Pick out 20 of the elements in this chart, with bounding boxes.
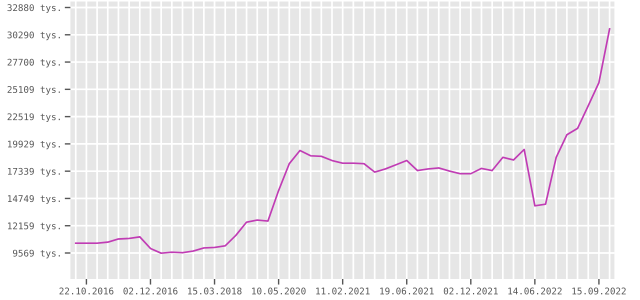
y-tick-label: 12159 tys.: [8, 222, 60, 232]
x-tick-label: 19.06.2021: [380, 288, 434, 294]
x-tick-label: 11.02.2021: [316, 288, 370, 294]
x-tick-label: 02.12.2021: [444, 288, 498, 294]
y-tick-label: 14749 tys.: [8, 195, 60, 204]
y-tick-label: 25109 tys.: [8, 86, 60, 95]
x-tick-label: 15.09.2022: [572, 288, 626, 294]
line-series: [74, 28, 610, 254]
y-tick-label: 22519 tys.: [8, 113, 60, 122]
y-tick-label: 32880 tys.: [7, 4, 60, 13]
y-tick-label: 27700 tys.: [8, 58, 60, 68]
x-tick-label: 15.03.2018: [188, 288, 242, 294]
x-tick-label: 10.05.2020: [252, 288, 306, 294]
x-tick-label: 14.06.2022: [508, 288, 562, 294]
x-tick-label: 22.10.2016: [60, 288, 114, 294]
y-tick-label: 19929 tys.: [8, 140, 60, 150]
y-tick-label: 30290 tys.: [7, 31, 60, 40]
y-tick-label: 9569 tys.: [12, 250, 60, 258]
x-tick-label: 02.12.2016: [123, 288, 178, 294]
y-tick-label: 17339 tys.: [8, 168, 60, 177]
